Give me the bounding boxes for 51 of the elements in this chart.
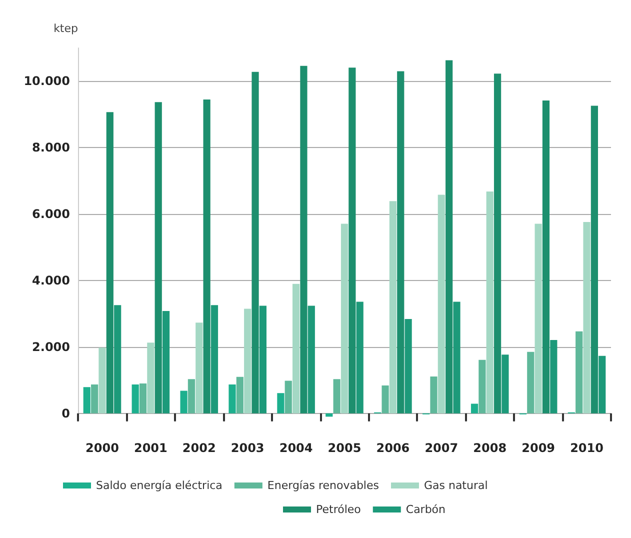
bar bbox=[576, 331, 583, 414]
bar bbox=[527, 352, 534, 414]
x-tick-label: 2008 bbox=[473, 441, 507, 455]
legend-label: Energías renovables bbox=[267, 479, 380, 492]
x-tick-label: 2010 bbox=[570, 441, 604, 455]
bar bbox=[147, 342, 154, 414]
bar bbox=[340, 224, 348, 414]
y-tick-label: 6.000 bbox=[32, 207, 70, 222]
bar bbox=[196, 322, 203, 414]
bar bbox=[486, 191, 494, 414]
legend-label: Gas natural bbox=[424, 479, 488, 492]
y-tick-label: 8.000 bbox=[32, 140, 70, 155]
bar bbox=[236, 376, 244, 414]
bar bbox=[438, 194, 445, 414]
bar bbox=[83, 387, 90, 414]
x-tick-label: 2000 bbox=[86, 441, 119, 455]
y-tick-label: 2.000 bbox=[32, 340, 70, 354]
bar bbox=[188, 379, 196, 414]
bar bbox=[583, 222, 590, 414]
y-tick-label: 4.000 bbox=[32, 274, 70, 288]
bar bbox=[430, 376, 438, 414]
x-tick-label: 2009 bbox=[522, 441, 556, 455]
legend-label: Carbón bbox=[406, 503, 446, 516]
bar bbox=[277, 393, 284, 414]
bar bbox=[534, 224, 542, 414]
bar bbox=[180, 390, 188, 414]
bar bbox=[382, 385, 389, 414]
bar bbox=[292, 284, 300, 414]
x-tick-label: 2007 bbox=[424, 441, 458, 455]
bar bbox=[132, 384, 139, 414]
bar bbox=[478, 360, 486, 414]
bar bbox=[98, 348, 106, 414]
bar bbox=[389, 201, 397, 414]
legend-label: Petróleo bbox=[316, 503, 362, 516]
y-tick-label: 0 bbox=[62, 406, 70, 420]
bar bbox=[228, 384, 236, 414]
x-tick-label: 2006 bbox=[376, 441, 410, 455]
y-tick-label: 10.000 bbox=[24, 74, 70, 88]
bar bbox=[333, 379, 340, 414]
x-tick-label: 2005 bbox=[328, 441, 362, 455]
bar bbox=[139, 383, 147, 414]
bar bbox=[470, 404, 478, 414]
bar bbox=[284, 380, 292, 414]
bar bbox=[91, 384, 98, 414]
x-tick-label: 2003 bbox=[230, 441, 264, 455]
x-tick-label: 2004 bbox=[279, 441, 313, 455]
y-axis-title: ktep bbox=[54, 22, 78, 35]
x-tick-label: 2001 bbox=[134, 441, 168, 455]
x-tick-label: 2002 bbox=[182, 441, 216, 455]
bar bbox=[244, 308, 252, 414]
legend-label: Saldo energía eléctrica bbox=[96, 479, 222, 492]
